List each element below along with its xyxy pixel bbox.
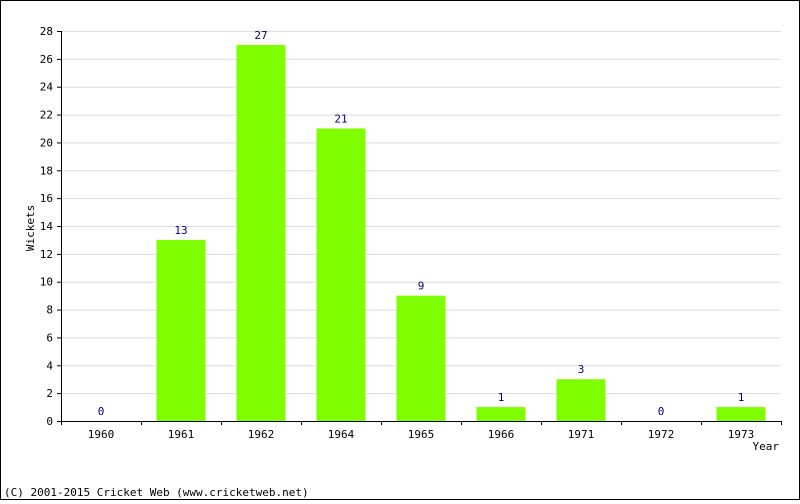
data-label: 1 xyxy=(738,391,745,404)
x-tick-label: 1960 xyxy=(88,428,115,441)
y-tick-label: 16 xyxy=(40,192,53,205)
y-tick-label: 24 xyxy=(40,81,54,94)
bar xyxy=(476,407,526,421)
y-tick-label: 28 xyxy=(40,25,53,38)
axes xyxy=(57,31,782,425)
y-axis-title: Wickets xyxy=(24,205,37,251)
x-tick-label: 1972 xyxy=(648,428,675,441)
labels: 0246810121416182022242628196001961131962… xyxy=(40,25,755,441)
x-tick-label: 1962 xyxy=(248,428,275,441)
data-label: 9 xyxy=(418,280,425,293)
y-tick-label: 8 xyxy=(46,304,53,317)
bar xyxy=(236,44,286,422)
x-tick-label: 1973 xyxy=(728,428,755,441)
data-label: 21 xyxy=(334,113,347,126)
x-axis-title: Year xyxy=(753,440,780,453)
y-tick-label: 10 xyxy=(40,276,53,289)
bar xyxy=(396,295,446,421)
x-tick-label: 1971 xyxy=(568,428,595,441)
x-tick-label: 1966 xyxy=(488,428,515,441)
data-label: 3 xyxy=(578,363,585,376)
y-tick-label: 2 xyxy=(46,387,53,400)
y-tick-label: 4 xyxy=(46,359,53,372)
copyright-footer: (C) 2001-2015 Cricket Web (www.cricketwe… xyxy=(4,486,309,499)
y-tick-label: 22 xyxy=(40,109,53,122)
bar xyxy=(316,128,366,421)
x-tick-label: 1961 xyxy=(168,428,195,441)
y-tick-label: 12 xyxy=(40,248,53,261)
data-label: 0 xyxy=(98,405,105,418)
data-label: 13 xyxy=(174,224,187,237)
data-label: 0 xyxy=(658,405,665,418)
y-tick-label: 26 xyxy=(40,53,53,66)
bar xyxy=(716,407,766,421)
data-label: 27 xyxy=(254,29,267,42)
x-tick-label: 1964 xyxy=(328,428,355,441)
bar xyxy=(156,239,206,421)
y-tick-label: 0 xyxy=(46,415,53,428)
data-label: 1 xyxy=(498,391,505,404)
y-tick-label: 14 xyxy=(40,220,54,233)
x-tick-label: 1965 xyxy=(408,428,435,441)
bar xyxy=(556,379,606,421)
y-tick-label: 6 xyxy=(46,331,53,344)
y-tick-label: 20 xyxy=(40,136,53,149)
bars xyxy=(156,44,766,422)
y-tick-label: 18 xyxy=(40,164,53,177)
